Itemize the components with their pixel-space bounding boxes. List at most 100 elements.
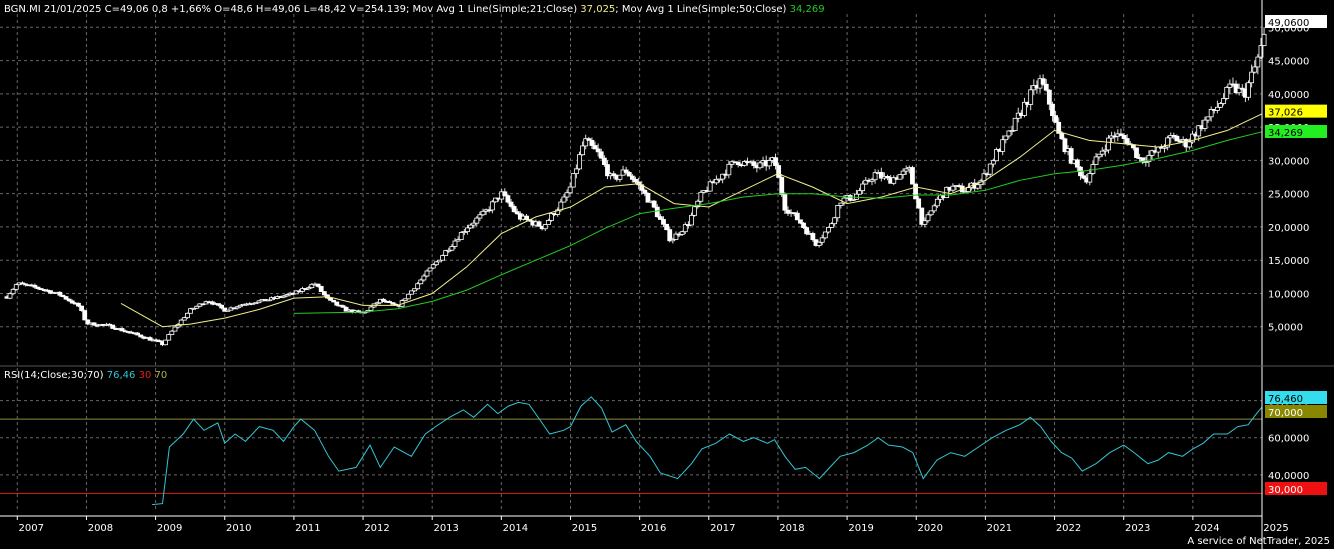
candle-up bbox=[253, 302, 259, 305]
candle-down bbox=[645, 192, 651, 203]
x-tick-label: 2007 bbox=[19, 523, 44, 534]
candle-down bbox=[1050, 103, 1055, 117]
candle-down bbox=[63, 296, 69, 300]
candle-up bbox=[1090, 164, 1096, 174]
candle-up bbox=[163, 339, 169, 346]
candle-up bbox=[169, 330, 175, 336]
x-tick-label: 2023 bbox=[1125, 523, 1150, 534]
candle-up bbox=[178, 319, 184, 325]
candle-down bbox=[629, 175, 635, 180]
candle-up bbox=[1099, 150, 1105, 155]
candle-up bbox=[225, 309, 231, 312]
ma50-badge: 34,269 bbox=[1268, 128, 1303, 139]
candle-up bbox=[1252, 66, 1258, 73]
ma21-label: Mov Avg 1 Line(Simple;21;Close) bbox=[412, 4, 578, 15]
price-tick-label: 20,0000 bbox=[1268, 223, 1309, 234]
candle-down bbox=[885, 176, 890, 179]
price-tick-label: 5,0000 bbox=[1268, 323, 1303, 334]
candle-up bbox=[402, 298, 408, 301]
candle-up bbox=[819, 237, 825, 243]
candle-up bbox=[184, 312, 190, 319]
rsi-high-badge: 70,000 bbox=[1268, 408, 1303, 419]
candle-down bbox=[633, 178, 638, 183]
candle-up bbox=[679, 231, 685, 235]
candle-up bbox=[1205, 116, 1211, 121]
candle-down bbox=[1053, 115, 1058, 123]
candle-up bbox=[1009, 130, 1015, 132]
candle-down bbox=[381, 298, 386, 302]
candle-up bbox=[421, 275, 427, 281]
candle-up bbox=[826, 226, 831, 233]
candle-up bbox=[1106, 137, 1111, 151]
candle-up bbox=[1258, 45, 1264, 58]
candle-up bbox=[1149, 150, 1155, 156]
candle-up bbox=[838, 202, 844, 206]
candle-down bbox=[661, 219, 666, 225]
candle-up bbox=[10, 288, 16, 295]
candle-up bbox=[468, 224, 473, 229]
candle-up bbox=[181, 317, 187, 321]
candle-up bbox=[583, 138, 589, 147]
candle-up bbox=[293, 290, 299, 295]
candle-up bbox=[542, 224, 548, 230]
candle-down bbox=[343, 306, 349, 312]
candle-up bbox=[1093, 156, 1099, 165]
candle-up bbox=[573, 168, 579, 175]
rsi-value-badge-bg bbox=[1265, 391, 1327, 404]
candle-up bbox=[480, 210, 486, 216]
candle-up bbox=[698, 191, 704, 202]
candle-up bbox=[863, 179, 869, 185]
candle-down bbox=[667, 229, 673, 242]
candle-up bbox=[857, 190, 862, 195]
candle-up bbox=[477, 214, 483, 219]
candle-up bbox=[465, 227, 470, 233]
last-price-badge: 49,0600 bbox=[1268, 18, 1309, 29]
candle-down bbox=[147, 337, 153, 341]
candle-down bbox=[589, 139, 595, 146]
candle-up bbox=[1028, 89, 1034, 105]
candle-up bbox=[717, 178, 722, 181]
candle-up bbox=[925, 214, 931, 222]
candle-up bbox=[1227, 83, 1233, 88]
candle-down bbox=[798, 219, 803, 224]
candle-up bbox=[191, 307, 197, 310]
candle-up bbox=[891, 177, 897, 184]
candle-down bbox=[776, 165, 782, 178]
rsi-line bbox=[152, 396, 1263, 506]
candle-down bbox=[340, 305, 346, 308]
price-tick-label: 25,0000 bbox=[1268, 190, 1309, 201]
candle-down bbox=[1118, 133, 1124, 136]
candle-up bbox=[455, 239, 461, 242]
candle-down bbox=[611, 173, 617, 176]
candle-down bbox=[657, 216, 663, 220]
candle-up bbox=[1087, 173, 1093, 183]
candle-down bbox=[91, 322, 97, 326]
candle-down bbox=[321, 291, 327, 296]
ma50-line bbox=[293, 131, 1263, 314]
candle-up bbox=[1224, 86, 1230, 99]
candle-up bbox=[284, 294, 290, 297]
candle-down bbox=[135, 332, 141, 336]
candle-up bbox=[966, 187, 971, 192]
candle-down bbox=[623, 169, 629, 173]
candle-down bbox=[1059, 132, 1065, 140]
candle-down bbox=[79, 305, 84, 311]
candle-up bbox=[900, 170, 906, 176]
candle-down bbox=[1121, 135, 1127, 139]
price-panel bbox=[4, 27, 1267, 347]
rsi-tick-label: 40,0000 bbox=[1268, 471, 1309, 482]
rsi-low-badge: 30,000 bbox=[1268, 485, 1303, 496]
candle-up bbox=[682, 224, 688, 233]
candle-down bbox=[331, 299, 337, 303]
candle-down bbox=[642, 189, 648, 194]
candle-down bbox=[85, 319, 91, 325]
candle-down bbox=[801, 222, 806, 228]
candle-up bbox=[555, 209, 561, 215]
ma50-badge-bg bbox=[1265, 124, 1327, 138]
candle-up bbox=[695, 200, 701, 208]
candle-down bbox=[514, 211, 520, 215]
candle-down bbox=[1177, 140, 1183, 143]
candle-up bbox=[234, 306, 240, 309]
